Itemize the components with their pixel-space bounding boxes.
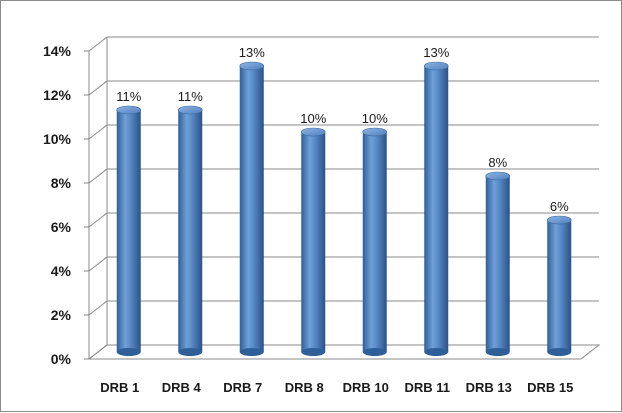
bar-cap bbox=[177, 105, 203, 115]
x-category-label: DRB 4 bbox=[162, 380, 202, 395]
bar-body bbox=[362, 132, 387, 352]
bar-base bbox=[239, 348, 264, 356]
data-label: 11% bbox=[116, 89, 141, 104]
x-category-label: DRB 8 bbox=[285, 380, 324, 395]
bar-base bbox=[301, 348, 326, 356]
y-tick-label: 2% bbox=[51, 307, 72, 323]
y-tick-label: 8% bbox=[51, 175, 72, 191]
gridline-depth bbox=[88, 256, 108, 272]
bar-base bbox=[424, 348, 449, 356]
gridline-depth bbox=[88, 36, 108, 52]
gridline-depth bbox=[88, 300, 108, 316]
x-category-label: DRB 11 bbox=[404, 380, 450, 395]
bar-body bbox=[301, 132, 326, 352]
data-label: 8% bbox=[488, 155, 507, 170]
x-category-label: DRB 15 bbox=[527, 380, 573, 395]
bar-base bbox=[485, 348, 510, 356]
x-category-label: DRB 7 bbox=[223, 380, 262, 395]
bar-body bbox=[485, 176, 510, 352]
floor bbox=[87, 344, 601, 360]
bar bbox=[546, 215, 572, 356]
data-label: 13% bbox=[423, 45, 449, 60]
data-label: 11% bbox=[178, 89, 203, 104]
bar bbox=[423, 61, 449, 356]
data-label: 10% bbox=[362, 111, 388, 126]
axis-layer bbox=[84, 50, 601, 360]
bar-cap bbox=[362, 127, 388, 137]
x-category-label: DRB 13 bbox=[466, 380, 512, 395]
bar bbox=[300, 127, 326, 356]
bar bbox=[362, 127, 388, 356]
bar-base bbox=[178, 348, 203, 356]
y-tick-label: 4% bbox=[51, 263, 72, 279]
x-category-label: DRB 10 bbox=[343, 380, 389, 395]
bar bbox=[177, 105, 203, 356]
bar-body bbox=[116, 110, 141, 352]
bars-layer bbox=[116, 61, 572, 356]
gridline-depth bbox=[88, 124, 108, 140]
bar-cap bbox=[116, 105, 142, 115]
x-category-label: DRB 1 bbox=[100, 380, 139, 395]
bar-cap bbox=[300, 127, 326, 137]
data-label: 6% bbox=[550, 199, 569, 214]
bar-base bbox=[547, 348, 572, 356]
bar-base bbox=[362, 348, 387, 356]
bar-cap bbox=[239, 61, 265, 71]
bar-cap bbox=[546, 215, 572, 225]
bar bbox=[485, 171, 511, 356]
bar-body bbox=[547, 220, 572, 352]
bar-cap bbox=[423, 61, 449, 71]
bar-body bbox=[239, 66, 264, 352]
grid-layer bbox=[88, 36, 599, 360]
labels-layer: 0% 2% 4% 6% 8% 10% 12% 14% 11% DRB 1 11% DRB 4 13% DR… bbox=[43, 43, 573, 395]
y-tick-label: 12% bbox=[43, 87, 72, 103]
bar-base bbox=[116, 348, 141, 356]
data-label: 10% bbox=[300, 111, 326, 126]
y-tick-label: 14% bbox=[43, 43, 72, 59]
bar-body bbox=[178, 110, 203, 352]
gridline-depth bbox=[88, 168, 108, 184]
gridline-depth bbox=[88, 80, 108, 96]
gridline-depth bbox=[88, 212, 108, 228]
bar bbox=[116, 105, 142, 356]
bar-body bbox=[424, 66, 449, 352]
y-tick-label: 10% bbox=[43, 131, 72, 147]
bar-cap bbox=[485, 171, 511, 181]
y-tick-label: 6% bbox=[51, 219, 72, 235]
data-label: 13% bbox=[239, 45, 265, 60]
y-tick-label: 0% bbox=[51, 351, 72, 367]
bar bbox=[239, 61, 265, 356]
